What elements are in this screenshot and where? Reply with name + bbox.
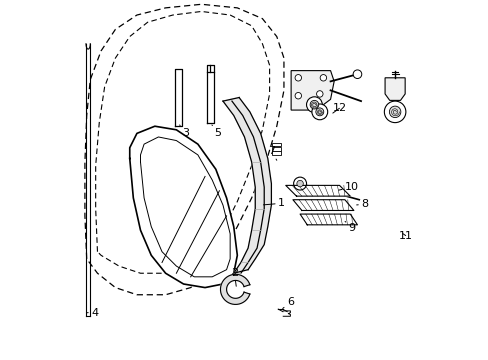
- Polygon shape: [174, 69, 182, 126]
- Polygon shape: [300, 214, 357, 225]
- FancyBboxPatch shape: [272, 147, 281, 150]
- Text: 8: 8: [356, 199, 367, 210]
- Circle shape: [311, 104, 327, 120]
- Circle shape: [315, 108, 323, 116]
- Circle shape: [294, 75, 301, 81]
- Polygon shape: [206, 65, 214, 123]
- Text: 12: 12: [332, 103, 346, 113]
- FancyBboxPatch shape: [272, 143, 281, 146]
- Circle shape: [388, 106, 400, 118]
- Circle shape: [352, 70, 361, 78]
- Polygon shape: [384, 78, 405, 100]
- Circle shape: [296, 180, 303, 187]
- Circle shape: [293, 177, 306, 190]
- Circle shape: [309, 100, 318, 109]
- Text: 11: 11: [398, 231, 412, 240]
- Circle shape: [384, 101, 405, 123]
- Text: 10: 10: [338, 182, 358, 192]
- Circle shape: [320, 75, 326, 81]
- Polygon shape: [220, 274, 249, 305]
- Polygon shape: [285, 185, 349, 196]
- Polygon shape: [292, 200, 353, 211]
- Text: 3: 3: [179, 125, 188, 138]
- Polygon shape: [129, 126, 237, 288]
- Text: 1: 1: [263, 198, 285, 208]
- FancyBboxPatch shape: [272, 151, 281, 155]
- Text: 4: 4: [86, 308, 98, 318]
- Text: 6: 6: [282, 297, 293, 309]
- Text: 2: 2: [230, 268, 238, 286]
- Text: 7: 7: [267, 146, 276, 160]
- Circle shape: [316, 91, 323, 97]
- Text: 9: 9: [345, 221, 355, 233]
- Circle shape: [306, 97, 322, 113]
- Text: 5: 5: [211, 125, 221, 138]
- Polygon shape: [223, 98, 271, 273]
- Polygon shape: [290, 71, 333, 110]
- Circle shape: [294, 93, 301, 99]
